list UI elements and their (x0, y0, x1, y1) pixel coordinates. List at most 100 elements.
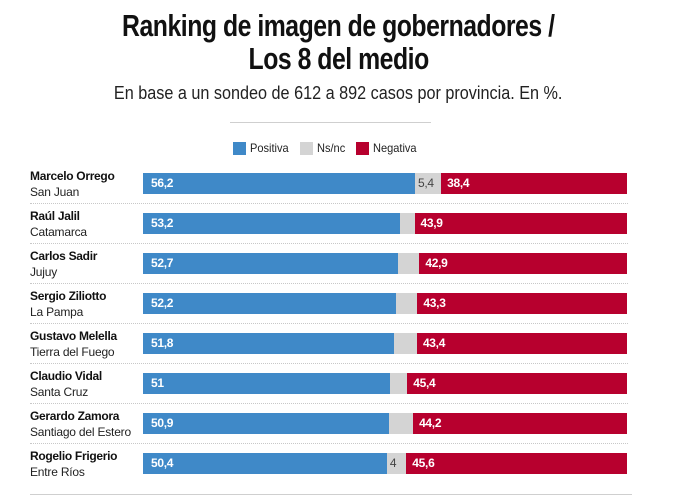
table-row: Gerardo Zamora Santiago del Estero 50,9 44,… (30, 409, 628, 449)
bar-segment-nsnc: 5,4 (415, 173, 442, 194)
table-row: Carlos Sadir Jujuy 52,7 42,9 (30, 249, 628, 289)
bar-segment-positiva: 53,2 (143, 213, 401, 234)
province-name: Tierra del Fuego (30, 345, 115, 359)
bar-segment-negativa: 43,3 (417, 293, 627, 314)
data-label-positiva: 51,8 (151, 336, 174, 350)
province-name: San Juan (30, 185, 80, 199)
governor-name: Raúl Jalil (30, 209, 80, 223)
stacked-bar: 52,7 42,9 (143, 253, 627, 274)
bar-segment-negativa: 38,4 (441, 173, 627, 194)
row-separator (30, 363, 628, 364)
bar-segment-negativa: 45,6 (406, 453, 627, 474)
data-label-positiva: 52,7 (151, 256, 174, 270)
table-row: Rogelio Frigerio Entre Ríos 50,4 4 45,6 (30, 449, 628, 489)
legend-swatch-nsnc (300, 141, 314, 155)
governor-name: Sergio Ziliotto (30, 289, 107, 303)
bar-segment-positiva: 50,9 (143, 413, 390, 434)
table-row: Marcelo Orrego San Juan 56,2 5,4 38,4 (30, 169, 628, 209)
row-separator (30, 323, 628, 324)
province-name: Jujuy (30, 265, 58, 279)
legend-item-negativa: Negativa (355, 141, 420, 155)
data-label-positiva: 51 (151, 376, 164, 390)
bar-segment-positiva: 56,2 (143, 173, 415, 194)
bar-segment-nsnc (389, 373, 408, 394)
chart-title-line-2: Los 8 del medio (0, 42, 677, 76)
stacked-bar: 50,9 44,2 (143, 413, 627, 434)
chart-subtitle-text: En base a un sondeo de 612 a 892 casos p… (114, 83, 563, 103)
data-label-negativa: 43,3 (423, 296, 446, 310)
legend-item-positiva: Positiva (233, 141, 292, 155)
chart-title-text-1: Ranking de imagen de gobernadores / (122, 8, 555, 43)
data-label-positiva: 56,2 (151, 176, 174, 190)
row-separator (30, 443, 628, 444)
table-row: Sergio Ziliotto La Pampa 52,2 43,3 (30, 289, 628, 329)
stacked-bar: 51,8 43,4 (143, 333, 627, 354)
stacked-bar: 50,4 4 45,6 (143, 453, 627, 474)
bar-segment-nsnc (398, 253, 420, 274)
data-label-negativa: 44,2 (419, 416, 442, 430)
bar-segment-nsnc (395, 293, 418, 314)
bar-segment-nsnc (389, 413, 414, 434)
legend: Positiva Ns/nc Negativa (233, 140, 428, 156)
governor-name: Marcelo Orrego (30, 169, 115, 183)
stacked-bar: 52,2 43,3 (143, 293, 627, 314)
bar-segment-positiva: 52,7 (143, 253, 399, 274)
stacked-bar: 51 45,4 (143, 373, 627, 394)
top-divider (230, 122, 431, 123)
province-name: Entre Ríos (30, 465, 85, 479)
province-name: La Pampa (30, 305, 84, 319)
bar-segment-negativa: 43,9 (414, 213, 627, 234)
legend-swatch-negativa (355, 141, 369, 155)
row-separator (30, 243, 628, 244)
data-label-negativa: 43,4 (422, 336, 446, 350)
data-label-nsnc: 4 (389, 456, 397, 470)
governor-name: Gerardo Zamora (30, 409, 120, 423)
bar-segment-positiva: 52,2 (143, 293, 396, 314)
bar-segment-nsnc (400, 213, 415, 234)
data-label-negativa: 43,9 (420, 216, 443, 230)
data-label-negativa: 42,9 (425, 256, 448, 270)
row-separator (30, 403, 628, 404)
table-row: Raúl Jalil Catamarca 53,2 43,9 (30, 209, 628, 249)
bar-segment-positiva: 51,8 (143, 333, 394, 354)
governor-name: Gustavo Melella (30, 329, 117, 343)
bar-segment-negativa: 45,4 (407, 373, 627, 394)
chart-subtitle: En base a un sondeo de 612 a 892 casos p… (0, 83, 677, 104)
bar-segment-negativa: 42,9 (419, 253, 627, 274)
stacked-bar: 56,2 5,4 38,4 (143, 173, 627, 194)
data-label-positiva: 53,2 (151, 216, 174, 230)
province-name: Catamarca (30, 225, 87, 239)
data-label-negativa: 45,4 (413, 376, 436, 390)
legend-swatch-positiva (233, 141, 246, 155)
legend-label-negativa: Negativa (372, 141, 417, 155)
data-label-negativa: 38,4 (447, 176, 470, 190)
data-label-positiva: 50,4 (151, 456, 174, 470)
bar-segment-nsnc: 4 (386, 453, 407, 474)
bar-segment-positiva: 50,4 (143, 453, 387, 474)
data-label-positiva: 52,2 (151, 296, 174, 310)
table-row: Gustavo Melella Tierra del Fuego 51,8 43,4 (30, 329, 628, 369)
bottom-divider (30, 494, 632, 495)
bar-segment-positiva: 51 (143, 373, 390, 394)
legend-item-nsnc: Ns/nc (300, 141, 348, 155)
governor-name: Carlos Sadir (30, 249, 98, 263)
chart-title-text-2: Los 8 del medio (248, 41, 429, 76)
data-label-negativa: 45,6 (412, 456, 435, 470)
table-row: Claudio Vidal Santa Cruz 51 45,4 (30, 369, 628, 409)
bar-segment-negativa: 44,2 (413, 413, 627, 434)
data-label-nsnc: 5,4 (418, 176, 434, 190)
stacked-bar: 53,2 43,9 (143, 213, 627, 234)
province-name: Santa Cruz (30, 385, 89, 399)
legend-label-nsnc: Ns/nc (317, 141, 346, 155)
row-separator (30, 283, 628, 284)
row-separator (30, 203, 628, 204)
bar-segment-negativa: 43,4 (416, 333, 627, 354)
chart-title-line-1: Ranking de imagen de gobernadores / (0, 9, 677, 43)
bar-segment-nsnc (393, 333, 417, 354)
province-name: Santiago del Estero (30, 425, 131, 439)
governor-name: Claudio Vidal (30, 369, 102, 383)
governor-name: Rogelio Frigerio (30, 449, 118, 463)
data-label-positiva: 50,9 (151, 416, 174, 430)
legend-label-positiva: Positiva (250, 141, 289, 155)
